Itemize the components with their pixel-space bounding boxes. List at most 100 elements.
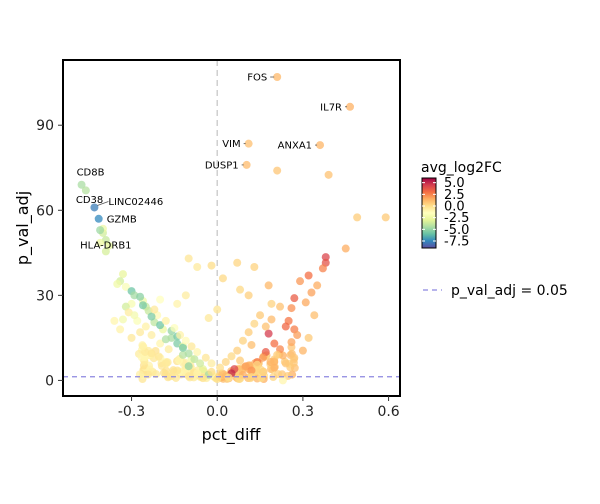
data-point <box>341 244 350 253</box>
data-point <box>184 372 193 381</box>
data-point <box>178 343 187 352</box>
data-point <box>184 254 193 263</box>
gene-label: HLA-DRB1 <box>80 241 131 252</box>
data-point <box>147 331 156 340</box>
colorbar-title: avg_log2FC <box>421 160 502 176</box>
data-point <box>238 336 247 345</box>
data-point <box>96 226 105 235</box>
data-point <box>318 264 327 273</box>
x-axis: -0.3 0.0 0.3 0.6 <box>118 396 400 420</box>
data-point <box>273 350 282 359</box>
data-point <box>276 302 285 311</box>
data-point <box>258 353 267 362</box>
data-point <box>216 363 225 372</box>
y-tick-label: 90 <box>36 118 54 134</box>
data-point <box>213 305 222 314</box>
data-point <box>290 353 299 362</box>
data-point <box>207 367 216 376</box>
data-point <box>293 331 302 340</box>
data-point <box>236 356 245 365</box>
data-point <box>244 139 253 148</box>
data-point <box>270 339 279 348</box>
gene-label: FOS <box>247 73 267 84</box>
data-point <box>304 271 313 280</box>
colorbar-ticks: 5.02.50.0-2.5-5.0-7.5 <box>422 176 469 250</box>
data-point <box>247 366 256 375</box>
y-tick-label: 60 <box>36 203 54 219</box>
data-point <box>110 316 119 325</box>
data-point <box>296 277 305 286</box>
data-point <box>196 359 205 368</box>
data-point <box>198 374 207 383</box>
data-point <box>236 374 245 383</box>
data-point <box>250 319 259 328</box>
data-point <box>113 280 122 288</box>
data-point <box>156 339 165 348</box>
data-point <box>221 357 230 366</box>
colorbar-legend: avg_log2FC 5.02.50.0-2.5-5.0-7.5 <box>421 160 502 250</box>
threshold-legend-label: p_val_adj = 0.05 <box>451 283 568 299</box>
colorbar-tick-label: 5.0 <box>444 176 465 191</box>
data-point <box>273 166 282 175</box>
data-point <box>270 363 279 372</box>
data-point <box>175 356 184 365</box>
data-point <box>310 311 319 320</box>
data-point <box>290 294 299 303</box>
data-point <box>130 311 139 320</box>
data-point <box>81 186 90 195</box>
gene-label: LINC02446 <box>108 197 163 208</box>
data-point <box>258 367 267 376</box>
data-point <box>154 352 163 361</box>
data-point <box>281 322 290 331</box>
data-point <box>181 291 190 300</box>
data-point <box>170 323 179 332</box>
colorbar-tick-label: -7.5 <box>444 235 469 250</box>
data-point <box>236 285 245 294</box>
data-point <box>227 352 236 361</box>
data-point <box>161 316 170 325</box>
label-connector <box>97 201 109 206</box>
data-point <box>242 160 251 169</box>
data-point <box>147 312 156 321</box>
data-point <box>313 281 322 290</box>
data-point <box>176 331 185 340</box>
data-point <box>127 333 136 342</box>
data-point <box>264 281 273 290</box>
x-tick-label: 0.0 <box>206 404 228 420</box>
data-point <box>173 366 182 375</box>
data-point <box>204 314 213 323</box>
data-point <box>118 315 127 324</box>
data-point <box>184 349 193 358</box>
data-point <box>193 369 202 378</box>
gene-label: VIM <box>222 139 240 150</box>
data-point <box>274 370 283 379</box>
data-point <box>278 376 287 385</box>
data-point <box>281 359 290 368</box>
y-axis: 0 30 60 90 <box>36 118 63 389</box>
data-point <box>244 291 253 300</box>
data-point <box>190 355 199 364</box>
data-point <box>156 295 165 304</box>
data-point <box>244 328 253 337</box>
data-point <box>207 359 216 368</box>
data-point <box>287 338 296 347</box>
data-point <box>233 346 242 355</box>
data-point <box>193 262 202 271</box>
data-point <box>156 321 165 330</box>
data-point <box>346 102 355 111</box>
data-point <box>187 342 196 351</box>
y-tick-label: 30 <box>36 288 54 304</box>
x-tick-label: -0.3 <box>118 404 145 420</box>
data-point <box>247 340 256 349</box>
data-point <box>267 299 276 308</box>
gene-label: IL7R <box>320 102 342 113</box>
data-point <box>353 213 362 222</box>
data-point <box>301 298 310 307</box>
threshold-legend: p_val_adj = 0.05 <box>423 283 568 299</box>
colorbar-tick-label: -2.5 <box>444 211 469 226</box>
data-point <box>241 362 250 371</box>
data-point <box>184 362 193 371</box>
data-point <box>161 335 170 344</box>
data-point <box>159 368 168 377</box>
